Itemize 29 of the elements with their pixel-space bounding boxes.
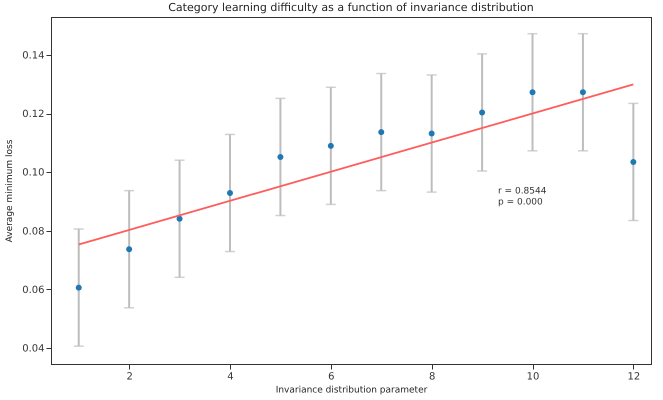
point (530, 89, 536, 96)
x-tick-label: 8 (428, 372, 436, 382)
annotation: p = 0.000 (498, 198, 544, 208)
y-tick-label: 0.10 (22, 168, 44, 179)
y-tick-label: 0.12 (22, 109, 44, 120)
point (126, 246, 132, 252)
point (378, 129, 384, 136)
y-tick-label: 0.14 (22, 50, 44, 62)
point (328, 142, 334, 149)
x-tick-label: 12 (627, 372, 640, 382)
chart-title: Category learning difficulty as a function of invariance distribution (168, 1, 534, 14)
y-tick-label: 0.06 (22, 284, 44, 296)
x-tick-label: 6 (328, 372, 335, 382)
x-tick-label: 2 (126, 372, 133, 382)
point (580, 89, 586, 96)
x-tick-label: 10 (526, 372, 540, 382)
point (479, 109, 486, 116)
y-axis-title: Average minimum loss (5, 139, 16, 242)
point (226, 190, 233, 196)
point (277, 154, 284, 160)
point (428, 130, 435, 137)
y-tick-label: 0.08 (22, 226, 44, 238)
x-axis-title: Invariance distribution parameter (276, 386, 428, 396)
point (76, 284, 82, 291)
x-tick-label: 4 (227, 372, 234, 382)
point (176, 216, 183, 222)
y-tick-label: 0.04 (22, 343, 44, 354)
point (630, 158, 636, 165)
annotation: r = 0.8544 (498, 186, 547, 196)
